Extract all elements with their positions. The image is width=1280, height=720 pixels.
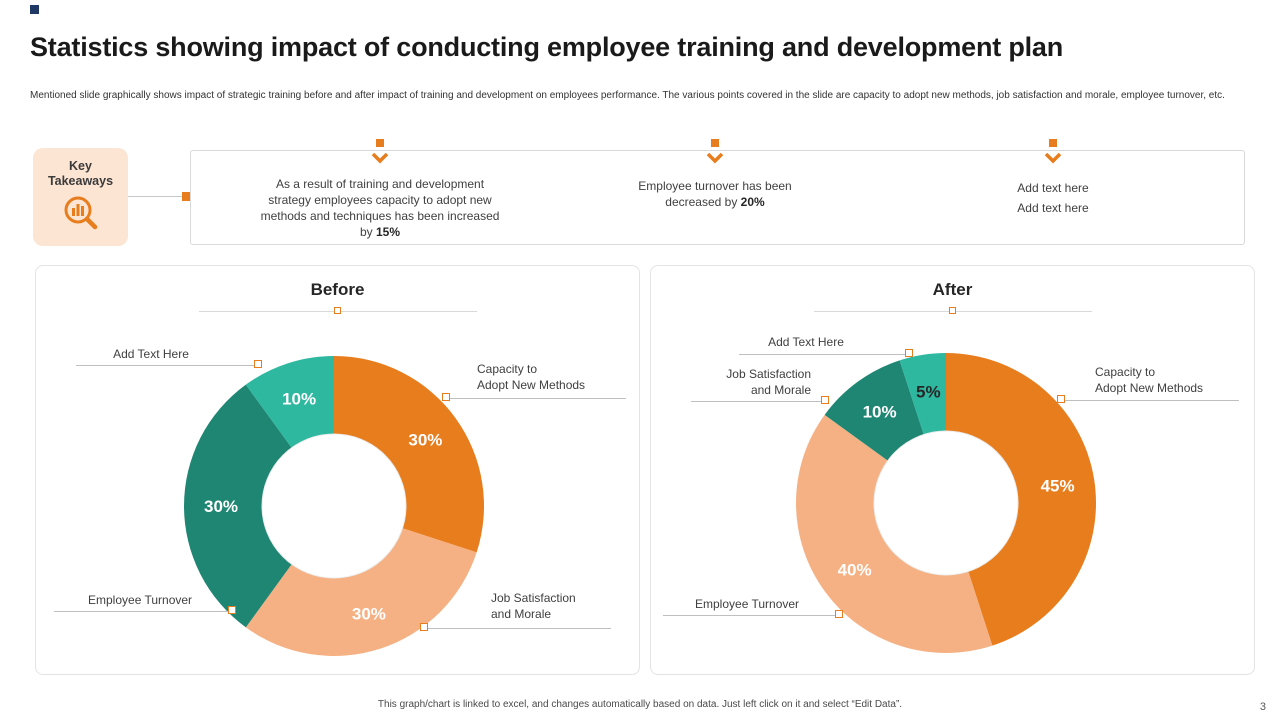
slide-subtitle: Mentioned slide graphically shows impact…: [30, 90, 1225, 101]
donut-slice-2[interactable]: [183, 384, 292, 628]
page-number: 3: [1259, 701, 1266, 713]
data-label: 5%: [916, 382, 941, 401]
callout-line: [76, 365, 258, 366]
connector-line: [128, 196, 182, 197]
callout-marker: [228, 606, 236, 614]
callout-marker: [1057, 395, 1065, 403]
page-title: Statistics showing impact of conducting …: [30, 32, 1064, 62]
callout-line: [54, 611, 232, 612]
callout-label: Add Text Here: [768, 335, 844, 349]
title-marker-square: [334, 307, 341, 314]
donut-chart-before[interactable]: 30% 30% 30% 10%: [174, 346, 494, 666]
data-label: 10%: [282, 390, 316, 409]
donut-slice-1[interactable]: [245, 528, 477, 656]
donut-hole: [873, 430, 1019, 576]
takeaways-frame: [190, 150, 1245, 245]
chart-card-before: Before 30% 30% 30% 10% Add Text Here Capaci…: [35, 265, 640, 675]
key-takeaways-box: Key Takeaways: [33, 148, 128, 246]
footer-note: This graph/chart is linked to excel, and…: [377, 699, 903, 710]
takeaway-text-1: As a result of training and development …: [254, 176, 506, 240]
callout-marker: [442, 393, 450, 401]
callout-line: [446, 398, 626, 399]
callout-label: Capacity to Adopt New Methods: [1095, 365, 1204, 395]
data-label: 30%: [352, 604, 386, 623]
callout-marker: [821, 396, 829, 404]
callout-label: Job Satisfaction and Morale: [491, 591, 576, 621]
callout-label: Add Text Here: [113, 347, 189, 361]
slide-corner-accent: [30, 5, 39, 14]
data-label: 10%: [863, 403, 897, 422]
donut-slice-0[interactable]: [946, 353, 1096, 646]
data-label: 40%: [838, 560, 872, 579]
title-marker-square: [949, 307, 956, 314]
donut-chart-after[interactable]: 45% 40% 10% 5%: [786, 343, 1106, 663]
chevron-down-icon: [706, 151, 724, 169]
donut-slice-2[interactable]: [824, 360, 924, 461]
callout-line: [424, 628, 611, 629]
callout-label: Capacity to Adopt New Methods: [477, 362, 586, 392]
takeaway-text-3: Add text here Add text here: [978, 178, 1128, 218]
arrow-top-square: [711, 139, 719, 147]
callout-line: [663, 615, 839, 616]
data-label: 45%: [1041, 476, 1075, 495]
connector-square: [182, 192, 191, 201]
takeaway-text-1-body: As a result of training and development …: [260, 177, 500, 239]
takeaway-text-2-bold: 20%: [740, 195, 765, 209]
donut-slice-3[interactable]: [899, 353, 946, 435]
callout-label: Employee Turnover: [695, 597, 800, 611]
chevron-down-icon: [1044, 151, 1062, 169]
callout-label: Job Satisfaction and Morale: [726, 367, 811, 397]
takeaway-text-2: Employee turnover has been decreased by …: [625, 178, 805, 210]
callout-marker: [835, 610, 843, 618]
chart-card-after: After 45% 40% 10% 5% Add Text Here Job Sati…: [650, 265, 1255, 675]
callout-label: Employee Turnover: [88, 593, 193, 607]
data-label: 30%: [408, 431, 442, 450]
arrow-top-square: [376, 139, 384, 147]
callout-marker: [420, 623, 428, 631]
callout-line: [739, 354, 909, 355]
key-takeaways-title: Key Takeaways: [47, 159, 114, 188]
magnifier-chart-icon: [59, 194, 103, 241]
donut-slice-3[interactable]: [245, 356, 334, 448]
chart-title-after: After: [932, 280, 973, 299]
donut-hole: [261, 433, 407, 579]
callout-line: [1061, 400, 1239, 401]
chart-title-before: Before: [310, 280, 365, 299]
takeaway-text-3-body: Add text here Add text here: [1017, 181, 1089, 215]
chevron-down-icon: [371, 151, 389, 169]
takeaway-text-1-bold: 15%: [375, 225, 401, 239]
takeaway-text-2-body: Employee turnover has been decreased by: [638, 179, 792, 209]
callout-marker: [905, 349, 913, 357]
callout-line: [691, 401, 825, 402]
donut-slice-0[interactable]: [334, 356, 484, 553]
callout-marker: [254, 360, 262, 368]
donut-slice-1[interactable]: [796, 414, 993, 653]
arrow-top-square: [1049, 139, 1057, 147]
data-label: 30%: [204, 497, 238, 516]
